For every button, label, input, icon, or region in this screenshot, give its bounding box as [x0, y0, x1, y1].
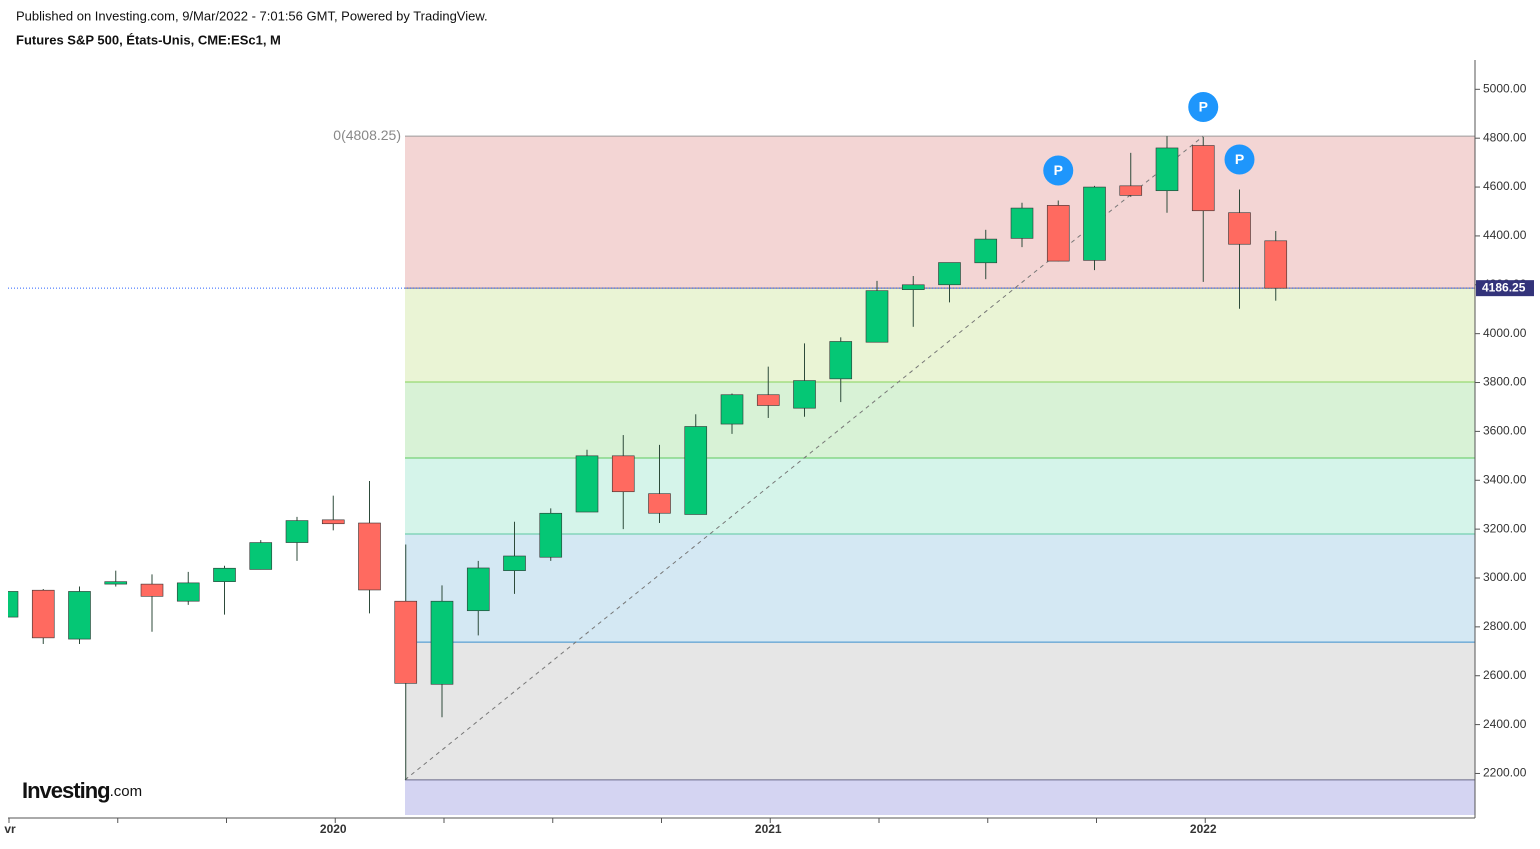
candle-body [321, 519, 345, 525]
candle-body [503, 555, 526, 571]
candle-body [466, 567, 490, 612]
candle-body [31, 589, 55, 639]
candle-body [394, 600, 418, 684]
y-tick-label: 4400.00 [1483, 228, 1527, 242]
x-tick-label: 2020 [320, 822, 347, 836]
pivot-label: P [1054, 162, 1063, 178]
y-tick-label: 3600.00 [1483, 424, 1527, 438]
candle-body [104, 581, 128, 585]
candle-body [430, 600, 454, 685]
candle-body [1155, 147, 1179, 192]
pivot-marker [1188, 91, 1219, 122]
pivot-label: P [1235, 151, 1244, 167]
fib-zone [405, 533, 1475, 643]
candle-body [358, 522, 381, 591]
pivot-marker [1224, 144, 1255, 175]
fib-zone [405, 288, 1475, 383]
symbol-title: Futures S&P 500, États-Unis, CME:ESc1, M [16, 32, 281, 47]
x-tick-label: 2022 [1190, 822, 1217, 836]
candle-body [575, 455, 599, 513]
x-tick-label: vr [4, 822, 16, 836]
fib-zone [405, 779, 1475, 815]
candle-body [793, 380, 816, 409]
candle-body [829, 341, 853, 380]
candle-body [938, 262, 961, 286]
fib-label: 0(4808.25) [333, 127, 401, 143]
fib-zone [405, 457, 1475, 534]
logo: Investing.com [22, 778, 142, 803]
candle-body [68, 591, 91, 640]
candle-body [539, 512, 563, 558]
candle-body [1228, 212, 1251, 245]
x-tick-label: 2021 [755, 822, 782, 836]
y-tick-label: 5000.00 [1483, 81, 1527, 95]
logo-brand: Investing [22, 778, 110, 803]
y-tick-label: 2800.00 [1483, 619, 1527, 633]
candle-body [1191, 145, 1215, 212]
candle-body [648, 493, 671, 514]
pivot-label: P [1199, 99, 1208, 115]
candle-body [684, 426, 708, 515]
candle-body [140, 583, 164, 597]
y-tick-label: 3800.00 [1483, 375, 1527, 389]
candle-body [213, 567, 236, 582]
y-tick-label: 4000.00 [1483, 326, 1527, 340]
y-tick-label: 3200.00 [1483, 521, 1527, 535]
candle-body [974, 238, 998, 264]
y-tick-label: 3400.00 [1483, 472, 1527, 486]
candle-body [176, 582, 200, 602]
candle-body [1264, 240, 1288, 289]
y-tick-label: 3000.00 [1483, 570, 1527, 584]
fib-zone [405, 382, 1475, 458]
plot-area [8, 135, 1475, 815]
candle-body [1046, 205, 1070, 262]
candle-body [249, 542, 273, 570]
fib-trend-line [404, 135, 1204, 781]
candle-body [865, 290, 889, 343]
y-tick-label: 2600.00 [1483, 668, 1527, 682]
candle-body [720, 394, 744, 425]
y-tick-label: 4600.00 [1483, 179, 1527, 193]
candle-body [285, 520, 309, 543]
last-price-box [1476, 280, 1534, 297]
y-tick-label: 4800.00 [1483, 130, 1527, 144]
candle-body [901, 284, 925, 290]
candle-body [8, 591, 19, 618]
candle-body [1010, 207, 1034, 239]
last-price-label: 4186.25 [1482, 280, 1526, 294]
y-tick-label: 2400.00 [1483, 717, 1527, 731]
y-tick-label: 2200.00 [1483, 766, 1527, 780]
logo-suffix: .com [110, 783, 143, 800]
pivot-marker [1043, 155, 1074, 186]
candle-body [1119, 185, 1143, 196]
candle-body [1083, 186, 1106, 261]
fib-zone [405, 642, 1475, 780]
published-note: Published on Investing.com, 9/Mar/2022 -… [16, 8, 488, 23]
candle-body [756, 394, 780, 406]
candle-body [611, 455, 635, 493]
